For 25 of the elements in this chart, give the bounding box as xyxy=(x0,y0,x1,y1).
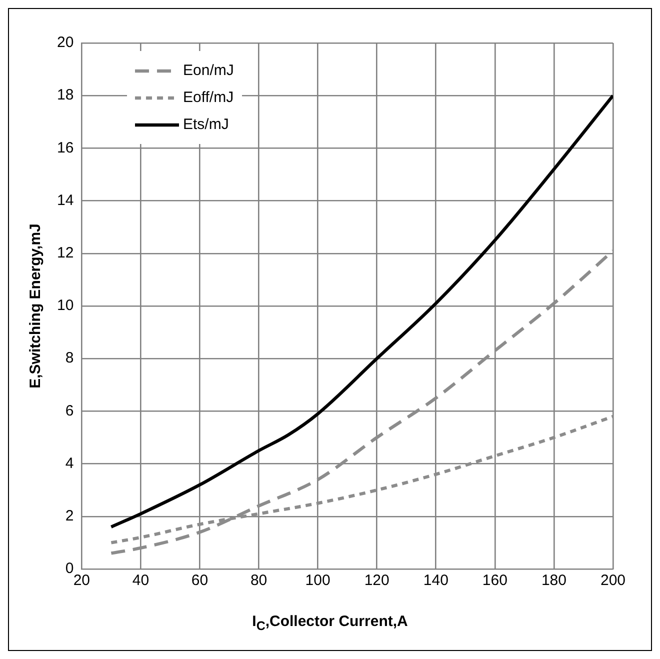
y-tick-label: 18 xyxy=(56,86,74,104)
y-tick-label: 16 xyxy=(56,139,74,156)
x-tick-label: 60 xyxy=(191,572,208,590)
y-tick-label: 20 xyxy=(56,34,74,52)
y-tick-label: 6 xyxy=(65,402,74,420)
x-tick-label: 160 xyxy=(482,572,508,590)
x-tick-label: 200 xyxy=(600,572,626,590)
y-tick-label: 12 xyxy=(56,244,74,262)
legend-label: Eoff/mJ xyxy=(183,89,234,106)
y-tick-label: 10 xyxy=(56,297,74,314)
y-tick-label: 4 xyxy=(65,454,74,472)
x-tick-label: 100 xyxy=(305,572,330,590)
x-tick-label: 180 xyxy=(541,572,566,590)
legend-label: Eon/mJ xyxy=(183,62,234,79)
y-axis-title: E,Switching Energy,mJ xyxy=(27,224,44,388)
y-tick-label: 0 xyxy=(65,560,74,578)
x-tick-label: 40 xyxy=(132,572,150,590)
x-tick-label: 120 xyxy=(364,572,390,590)
x-tick-label: 80 xyxy=(250,572,268,590)
legend-label: Ets/mJ xyxy=(183,116,229,133)
y-tick-label: 14 xyxy=(56,192,74,209)
y-tick-label: 2 xyxy=(65,508,74,525)
x-tick-label: 140 xyxy=(423,572,448,590)
x-axis-title: I$_{C}$,Collector Current,A xyxy=(251,613,409,633)
y-tick-label: 8 xyxy=(65,350,74,367)
